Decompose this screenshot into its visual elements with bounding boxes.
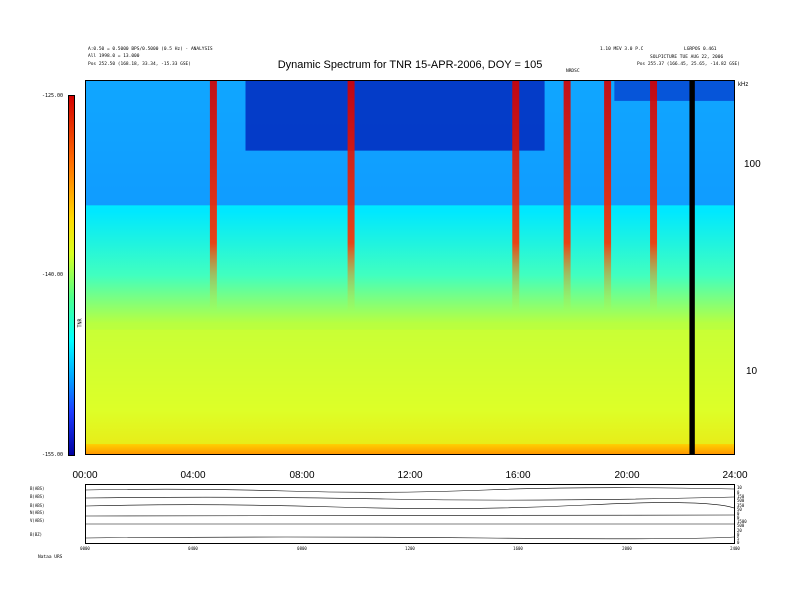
- ts-right-tick-3: 150: [737, 494, 745, 499]
- colorbar-tick-bottom: -155.00: [42, 452, 64, 458]
- header-right-b: SOLPICTURE TUE AUG 22, 2006: [650, 55, 724, 60]
- ts-x-tick-1600: 1600: [513, 546, 523, 551]
- header-left-line1: A:0.50 = 0.5000 BPS/0.5000 (0.5 Hz) · AN…: [88, 47, 213, 52]
- ts-right-tick-8: 0: [737, 515, 740, 520]
- ts-line-4: [85, 514, 735, 517]
- radio-burst-1: [209, 81, 217, 313]
- ts-line-6: [85, 536, 735, 540]
- ts-right-tick-13: 5: [737, 536, 740, 541]
- data-gap: [689, 81, 695, 454]
- right-axis-unit: kHz: [738, 82, 749, 88]
- header-right-a: LGRPOS 0.461: [684, 47, 717, 52]
- ts-x-tick-2400: 2400: [730, 546, 740, 551]
- ts-label-6: B(BZ): [30, 532, 43, 537]
- footer-left: Nataa URS: [38, 555, 63, 560]
- x-tick-2400: 24:00: [722, 470, 748, 481]
- low-freq-band: [86, 329, 734, 445]
- right-axis-tick-100: 100: [744, 159, 761, 170]
- ts-right-tick-6: 50: [737, 507, 742, 512]
- colorbar-label: TNR: [77, 318, 84, 328]
- header-center-small: NRDSC: [566, 69, 580, 74]
- x-tick-0800: 08:00: [289, 470, 315, 481]
- radio-burst-3: [512, 81, 520, 313]
- ts-right-tick-10: 500: [737, 523, 745, 528]
- x-tick-1600: 16:00: [505, 470, 531, 481]
- ts-line-1: [85, 487, 735, 493]
- ts-label-1: B(ABS): [30, 486, 45, 491]
- header-mid-right: 1.10 MEV 3.0 P.C: [600, 47, 644, 52]
- header-right-line3: Pos 255.37 (166.45, 25.65, -14.82 GSE): [637, 62, 740, 67]
- radio-burst-6: [650, 81, 658, 313]
- ts-right-tick-4: 500: [737, 498, 745, 503]
- x-tick-1200: 12:00: [397, 470, 423, 481]
- ts-x-tick-0400: 0400: [188, 546, 198, 551]
- colorbar-tick-top: -125.00: [42, 93, 64, 99]
- right-axis-tick-10: 10: [746, 366, 758, 377]
- ts-right-tick-14: 0: [737, 540, 740, 545]
- spectrogram-frame: [85, 80, 735, 455]
- radio-bursts: [209, 81, 658, 313]
- x-tick-0000: 00:00: [72, 470, 98, 481]
- x-tick-0400: 04:00: [180, 470, 206, 481]
- ts-right-tick-11: 20: [737, 528, 742, 533]
- ts-label-2: B(ABS): [30, 494, 45, 499]
- ts-label-3: B(ABS): [30, 503, 45, 508]
- spectrogram: [86, 81, 734, 454]
- radio-burst-2: [347, 81, 355, 313]
- ts-x-tick-1200: 1200: [405, 546, 415, 551]
- radio-burst-4: [563, 81, 571, 313]
- ts-right-tick-7: 0: [737, 511, 740, 516]
- ts-line-3: [85, 502, 735, 509]
- high-freq-dark-band-2: [245, 81, 545, 151]
- timeseries-lines: [85, 487, 735, 540]
- ts-right-tick-1: 10: [737, 485, 742, 490]
- ts-x-tick-0000: 0000: [80, 546, 90, 551]
- ts-x-tick-0800: 0800: [297, 546, 307, 551]
- radio-burst-5: [604, 81, 612, 313]
- colorbar: [68, 95, 75, 456]
- x-tick-2000: 20:00: [614, 470, 640, 481]
- ts-label-4: N(ABS): [30, 510, 45, 515]
- chart-title: Dynamic Spectrum for TNR 15-APR-2006, DO…: [277, 59, 543, 71]
- timeseries-panel: [85, 484, 735, 544]
- ts-x-tick-2000: 2000: [622, 546, 632, 551]
- ts-right-tick-12: 0: [737, 532, 740, 537]
- header-left-line3: Pos 252.50 (168.18, 33.34, -15.33 GSE): [88, 62, 191, 67]
- ts-right-tick-5: 350: [737, 503, 745, 508]
- ts-label-5: V(ABS): [30, 518, 45, 523]
- ts-line-2: [85, 496, 735, 501]
- colorbar-tick-mid: -140.00: [42, 272, 64, 278]
- header-left-line2: All 1998.0 = 13.000: [88, 54, 140, 59]
- ts-right-tick-9: 1500: [737, 519, 747, 524]
- ts-right-tick-2: 0: [737, 490, 740, 495]
- high-freq-dark-band-3: [614, 81, 734, 101]
